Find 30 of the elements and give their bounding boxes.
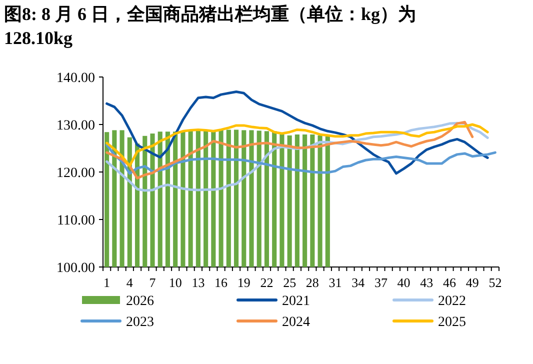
- x-tick-label: 22: [260, 275, 274, 290]
- x-tick-label: 10: [168, 275, 182, 290]
- x-tick-label: 46: [443, 275, 456, 290]
- x-tick-label: 16: [214, 275, 228, 290]
- legend-label: 2022: [438, 294, 466, 309]
- x-tick-label: 19: [237, 275, 250, 290]
- legend-label: 2021: [282, 294, 310, 309]
- x-tick-label: 7: [149, 275, 156, 290]
- x-tick-label: 1: [104, 275, 110, 290]
- legend-label: 2023: [126, 315, 154, 330]
- x-tick-label: 34: [352, 275, 366, 290]
- x-tick-label: 37: [374, 275, 388, 290]
- legend-label: 2024: [282, 315, 310, 330]
- chart-title: 图8: 8 月 6 日，全国商品猪出栏均重（单位：kg）为128.10kg: [4, 3, 418, 50]
- y-tick-label: 140.00: [56, 71, 95, 86]
- y-tick-label: 100.00: [56, 261, 95, 276]
- x-tick-label: 43: [420, 275, 434, 290]
- x-tick-label: 13: [192, 275, 205, 290]
- legend-label: 2025: [438, 315, 466, 330]
- x-tick-label: 40: [397, 275, 410, 290]
- y-tick-label: 120.00: [56, 166, 95, 181]
- legend-label: 2026: [126, 294, 154, 309]
- x-tick-label: 31: [328, 275, 342, 290]
- x-tick-label: 52: [488, 275, 502, 290]
- x-tick-label: 49: [466, 275, 479, 290]
- y-tick-label: 110.00: [57, 214, 95, 228]
- y-tick-label: 130.00: [56, 118, 95, 134]
- x-tick-label: 28: [306, 275, 319, 290]
- x-tick-label: 25: [283, 275, 296, 290]
- x-tick-label: 4: [126, 275, 134, 290]
